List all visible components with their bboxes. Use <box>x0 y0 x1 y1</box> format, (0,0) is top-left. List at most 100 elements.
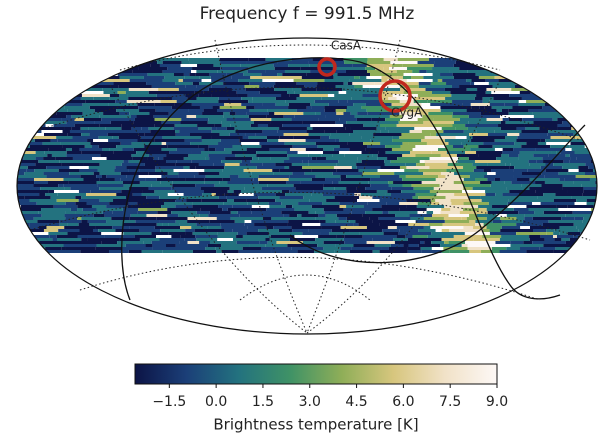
sky-texture <box>185 178 205 181</box>
sky-texture <box>313 190 347 193</box>
sky-texture <box>192 250 217 253</box>
sky-texture <box>89 223 124 226</box>
sky-texture <box>418 82 431 85</box>
sky-texture <box>524 214 539 217</box>
sky-texture <box>379 124 397 127</box>
sky-texture <box>158 157 164 160</box>
sky-texture <box>17 64 22 67</box>
sky-texture <box>284 70 311 73</box>
sky-texture <box>535 190 568 193</box>
sky-texture <box>568 169 579 172</box>
sky-texture <box>121 124 155 127</box>
sky-texture <box>207 121 222 124</box>
sky-texture <box>353 130 381 133</box>
sky-texture <box>249 109 268 112</box>
sky-texture <box>131 154 149 157</box>
sky-texture <box>139 181 161 184</box>
sky-texture <box>195 235 218 238</box>
sky-texture <box>56 136 73 139</box>
sky-texture <box>138 208 168 211</box>
sky-texture <box>44 151 67 154</box>
sky-texture <box>536 160 544 163</box>
sky-texture <box>477 88 487 91</box>
sky-texture <box>511 88 531 91</box>
sky-texture <box>352 64 367 67</box>
sky-texture <box>471 106 480 109</box>
sky-texture <box>465 151 477 154</box>
sky-texture <box>173 127 199 130</box>
sky-texture <box>179 223 197 226</box>
sky-texture <box>356 118 372 121</box>
sky-texture <box>184 139 202 142</box>
sky-texture <box>343 112 351 115</box>
sky-texture <box>569 160 591 163</box>
sky-texture <box>223 82 250 85</box>
sky-texture <box>484 106 492 109</box>
sky-texture <box>152 244 167 247</box>
sky-texture <box>149 112 169 115</box>
sky-texture <box>196 85 212 88</box>
sky-texture <box>418 244 441 247</box>
sky-texture <box>329 136 362 139</box>
sky-texture <box>304 85 317 88</box>
sky-texture <box>168 232 186 235</box>
sky-texture <box>423 76 454 79</box>
sky-texture <box>220 61 247 64</box>
sky-texture <box>523 70 531 73</box>
sky-texture <box>155 169 174 172</box>
sky-texture <box>106 157 133 160</box>
sky-texture <box>399 112 420 115</box>
sky-texture <box>99 124 122 127</box>
sky-texture <box>588 115 597 118</box>
sky-texture <box>318 214 326 217</box>
sky-texture <box>128 250 142 253</box>
sky-texture <box>453 76 479 79</box>
sky-texture <box>468 115 501 118</box>
sky-texture <box>254 106 289 109</box>
sky-texture <box>588 133 597 136</box>
sky-texture <box>507 205 527 208</box>
sky-texture <box>478 154 502 157</box>
sky-texture <box>324 109 336 112</box>
sky-texture <box>353 223 359 226</box>
annotation: CasA <box>331 39 362 53</box>
sky-texture <box>118 136 141 139</box>
sky-texture <box>92 76 101 79</box>
sky-texture <box>260 247 292 250</box>
sky-texture <box>38 226 47 229</box>
sky-texture <box>161 148 177 151</box>
sky-texture <box>379 250 408 253</box>
sky-texture <box>219 106 247 109</box>
sky-texture <box>126 100 161 103</box>
sky-texture <box>162 61 182 64</box>
sky-texture <box>528 184 542 187</box>
sky-texture <box>121 190 143 193</box>
sky-texture <box>56 199 79 202</box>
sky-texture <box>550 244 583 247</box>
sky-texture <box>96 181 123 184</box>
sky-texture <box>186 199 202 202</box>
sky-texture <box>406 205 417 208</box>
sky-texture <box>17 163 36 166</box>
sky-texture <box>409 130 422 133</box>
source-marker <box>378 79 412 113</box>
sky-texture <box>219 172 252 175</box>
sky-texture <box>139 109 156 112</box>
sky-texture <box>249 244 266 247</box>
sky-texture <box>17 184 22 187</box>
sky-texture <box>17 76 22 79</box>
sky-texture <box>441 238 474 241</box>
sky-texture <box>367 70 382 73</box>
sky-texture <box>284 166 290 169</box>
sky-texture <box>31 97 47 100</box>
sky-texture <box>93 97 110 100</box>
sky-texture <box>407 106 421 109</box>
sky-texture <box>547 133 574 136</box>
sky-texture <box>100 154 132 157</box>
sky-texture <box>429 190 463 193</box>
sky-texture <box>437 79 443 82</box>
sky-texture <box>356 163 385 166</box>
sky-texture <box>472 187 507 190</box>
sky-texture <box>381 205 407 208</box>
sky-texture <box>253 178 259 181</box>
